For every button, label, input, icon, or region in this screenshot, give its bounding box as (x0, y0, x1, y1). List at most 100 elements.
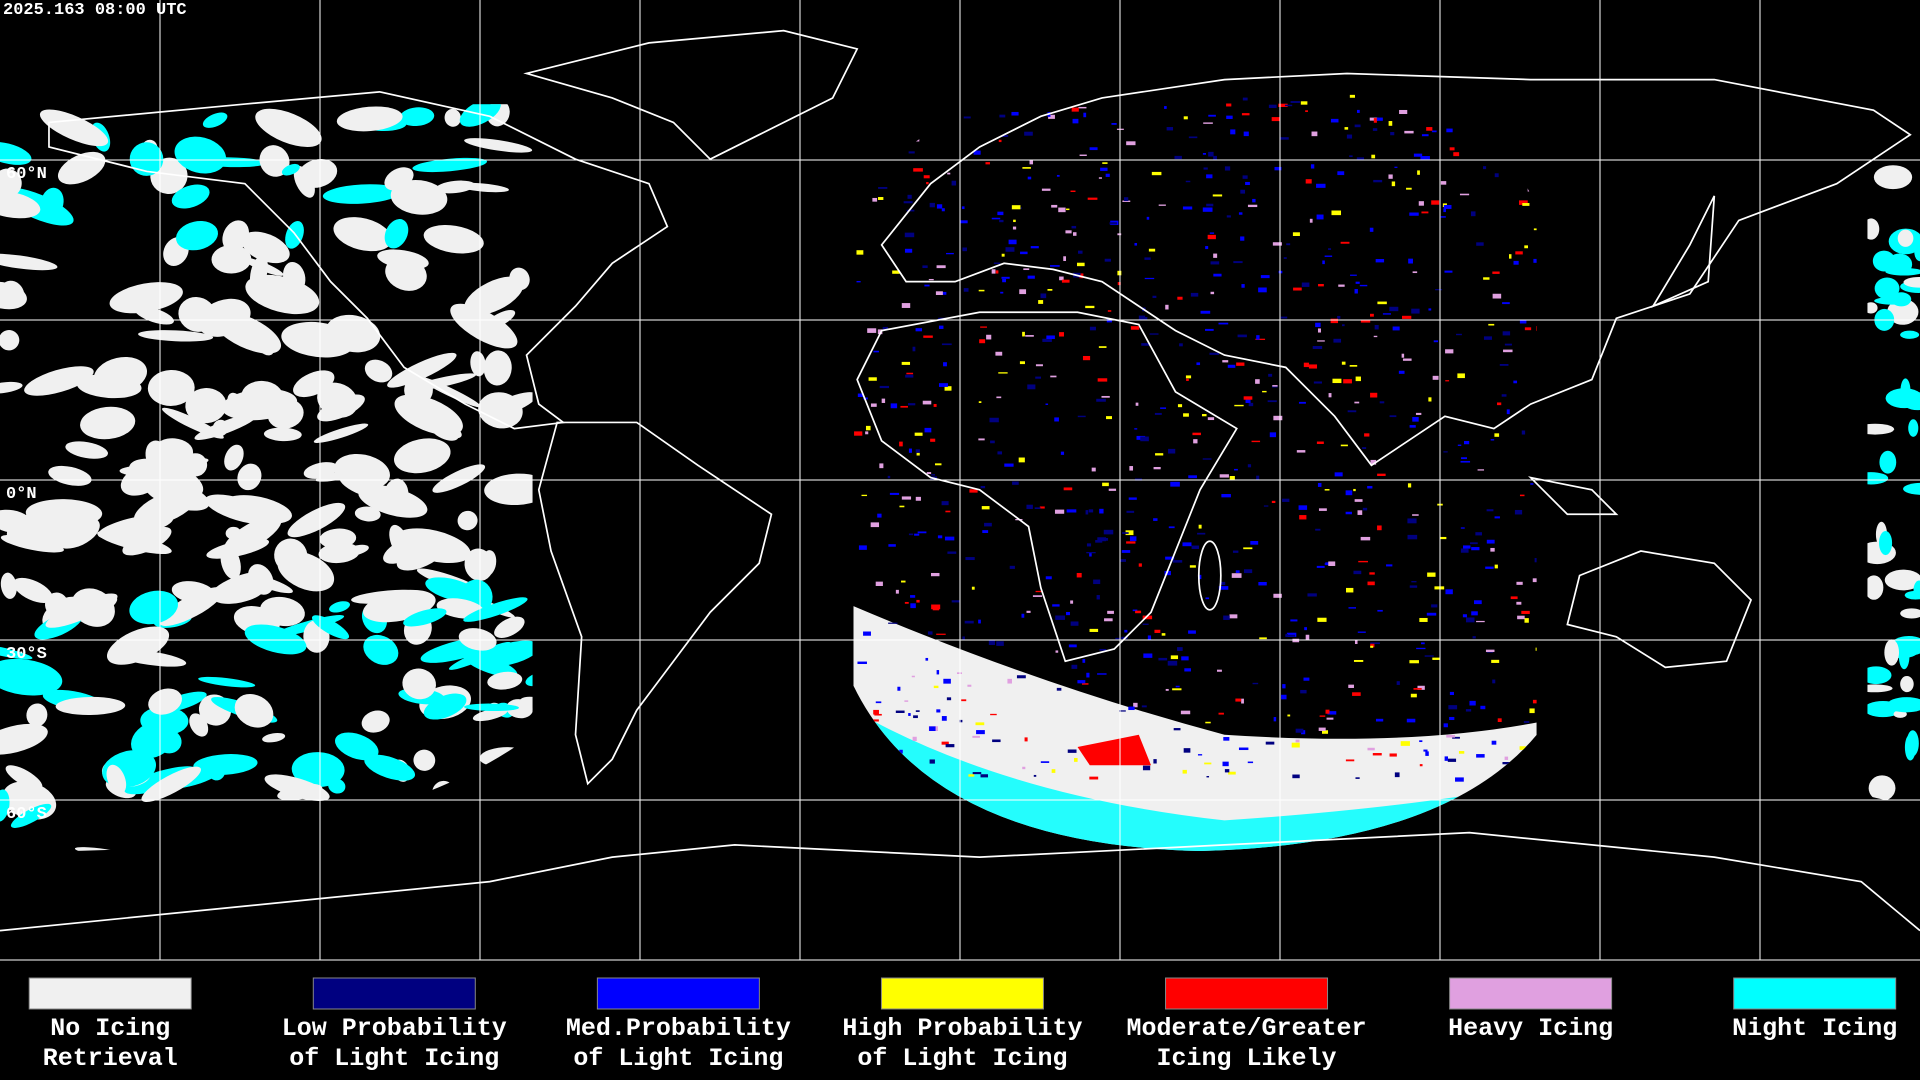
icing-speck (857, 393, 864, 398)
icing-speck (926, 472, 932, 475)
icing-speck (904, 601, 909, 604)
icing-speck (943, 678, 951, 684)
icing-speck (899, 505, 905, 508)
icing-speck (867, 328, 877, 333)
icing-speck (1444, 270, 1453, 273)
icing-speck (1309, 218, 1313, 223)
icing-speck (1089, 326, 1096, 331)
icing-speck (923, 335, 933, 338)
icing-speck (1485, 649, 1495, 653)
cloud (54, 516, 100, 549)
cloud (1879, 450, 1897, 474)
cloud (400, 268, 425, 280)
icing-speck (1172, 688, 1182, 691)
icing-speck (930, 438, 936, 442)
icing-speck (1152, 295, 1157, 298)
icing-speck (991, 217, 1001, 220)
icing-speck (978, 438, 985, 441)
cloud (171, 184, 210, 209)
icing-speck (1503, 349, 1513, 353)
cloud (383, 535, 430, 564)
icing-speck (1370, 392, 1378, 398)
cloud (1874, 297, 1911, 305)
cloud (264, 774, 330, 802)
icing-speck (1524, 618, 1529, 623)
icing-speck (1460, 548, 1469, 553)
cloud (464, 276, 524, 316)
icing-speck (908, 713, 911, 716)
legend-label: of Light Icing (573, 1044, 783, 1073)
icing-speck (1345, 511, 1352, 515)
icing-speck (1402, 315, 1412, 319)
icing-speck (1377, 473, 1386, 477)
icing-speck (1413, 153, 1423, 157)
icing-speck (944, 536, 955, 541)
icing-speck (1307, 593, 1317, 597)
icing-speck (1115, 637, 1121, 640)
icing-speck (1034, 507, 1041, 509)
cloud (464, 138, 533, 153)
cloud (1904, 734, 1916, 761)
icing-speck (1342, 324, 1345, 327)
icing-speck (951, 600, 960, 603)
icing-speck (1464, 440, 1470, 445)
icing-speck (1423, 749, 1428, 752)
cloud (106, 764, 127, 794)
icing-speck (925, 657, 929, 661)
icing-speck (1310, 164, 1315, 169)
icing-speck (1047, 288, 1053, 291)
icing-speck (1443, 204, 1452, 209)
icing-speck (1448, 705, 1458, 710)
icing-speck (1325, 709, 1330, 714)
icing-speck (963, 288, 969, 292)
icing-speck (1338, 284, 1345, 287)
cloud (260, 596, 305, 627)
icing-speck (1355, 376, 1361, 382)
icing-speck (1373, 335, 1378, 338)
icing-speck (1472, 636, 1476, 639)
latitude-label: 60°S (6, 805, 47, 824)
icing-speck (1232, 550, 1239, 553)
cloud (129, 590, 178, 625)
icing-speck (1202, 458, 1212, 460)
cloud (338, 472, 380, 497)
icing-speck (965, 557, 975, 561)
icing-speck (1120, 559, 1126, 562)
icing-speck (901, 303, 911, 308)
icing-speck (1480, 705, 1486, 710)
icing-speck (934, 463, 942, 466)
icing-speck (1154, 412, 1162, 415)
cloud (224, 444, 244, 471)
icing-speck (1063, 256, 1067, 262)
cloud (1867, 684, 1893, 693)
icing-speck (1347, 410, 1357, 413)
icing-speck (1066, 208, 1070, 211)
icing-speck (1097, 673, 1107, 675)
icing-speck (1465, 709, 1472, 712)
icing-speck (1059, 276, 1064, 281)
icing-speck (1206, 203, 1214, 207)
cloud (0, 643, 33, 660)
cloud (432, 464, 486, 493)
coastline (537, 421, 773, 786)
icing-speck (1319, 715, 1326, 717)
icing-speck (1141, 705, 1147, 708)
icing-speck (1301, 282, 1310, 287)
cloud (484, 473, 533, 506)
icing-speck (1330, 318, 1339, 324)
icing-speck (1316, 183, 1326, 188)
icing-speck (1346, 134, 1353, 139)
icing-speck (1317, 340, 1325, 342)
cloud (10, 803, 52, 828)
icing-speck (1208, 114, 1216, 117)
cloud (244, 624, 307, 655)
cloud (174, 136, 227, 174)
icing-speck (1298, 401, 1306, 404)
icing-speck (1035, 590, 1042, 593)
icing-speck (1060, 451, 1065, 455)
icing-speck (1182, 769, 1187, 774)
icing-speck (978, 401, 982, 404)
icing-speck (1076, 572, 1082, 578)
icing-speck (1287, 714, 1291, 717)
icing-speck (1278, 103, 1288, 107)
